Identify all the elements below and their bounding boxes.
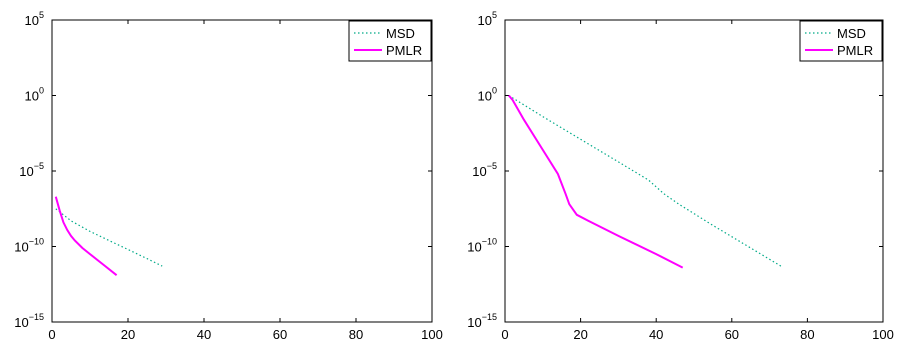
legend-label-msd: MSD	[386, 26, 415, 41]
x-tick-label: 60	[725, 327, 739, 342]
x-tick-label: 80	[800, 327, 814, 342]
series-line-msd	[508, 94, 782, 267]
y-tick-label: 10−15	[14, 312, 44, 330]
y-tick-label: 10−5	[472, 161, 497, 179]
series-line-pmlr	[508, 94, 684, 269]
y-tick-label: 10−5	[19, 161, 44, 179]
x-tick-label: 100	[872, 327, 894, 342]
series-line-msd	[55, 208, 163, 267]
x-tick-label: 40	[197, 327, 211, 342]
series-line-pmlr	[54, 196, 118, 276]
y-tick-label: 105	[25, 10, 44, 28]
x-tick-label: 0	[501, 327, 508, 342]
legend-label-msd: MSD	[837, 26, 866, 41]
y-tick-label: 10−10	[467, 237, 497, 255]
legend: MSD PMLR	[799, 20, 883, 62]
y-tick-label: 100	[478, 86, 497, 104]
x-tick-label: 40	[649, 327, 663, 342]
y-tick-label: 10−15	[467, 312, 497, 330]
x-tick-label: 60	[273, 327, 287, 342]
x-tick-label: 20	[121, 327, 135, 342]
legend-box	[799, 20, 883, 62]
y-tick-label: 10−10	[14, 237, 44, 255]
chart-panel-1: 0 20 40 60 80 100 10−15 10−10 10−5 100 105 MSD PMLR	[14, 10, 443, 342]
legend-label-pmlr: PMLR	[837, 43, 873, 58]
chart-panel-2: 0 20 40 60 80 100 10−15 10−10 10−5 100 105 MSD PMLR	[467, 10, 894, 342]
legend: MSD PMLR	[348, 20, 432, 62]
legend-box	[348, 20, 432, 62]
x-tick-label: 20	[573, 327, 587, 342]
axes-box	[504, 19, 884, 323]
y-tick-label: 105	[478, 10, 497, 28]
x-tick-label: 0	[48, 327, 55, 342]
axes-box	[51, 19, 433, 323]
y-tick-label: 100	[25, 86, 44, 104]
x-tick-label: 80	[349, 327, 363, 342]
x-tick-label: 100	[421, 327, 443, 342]
legend-label-pmlr: PMLR	[386, 43, 422, 58]
